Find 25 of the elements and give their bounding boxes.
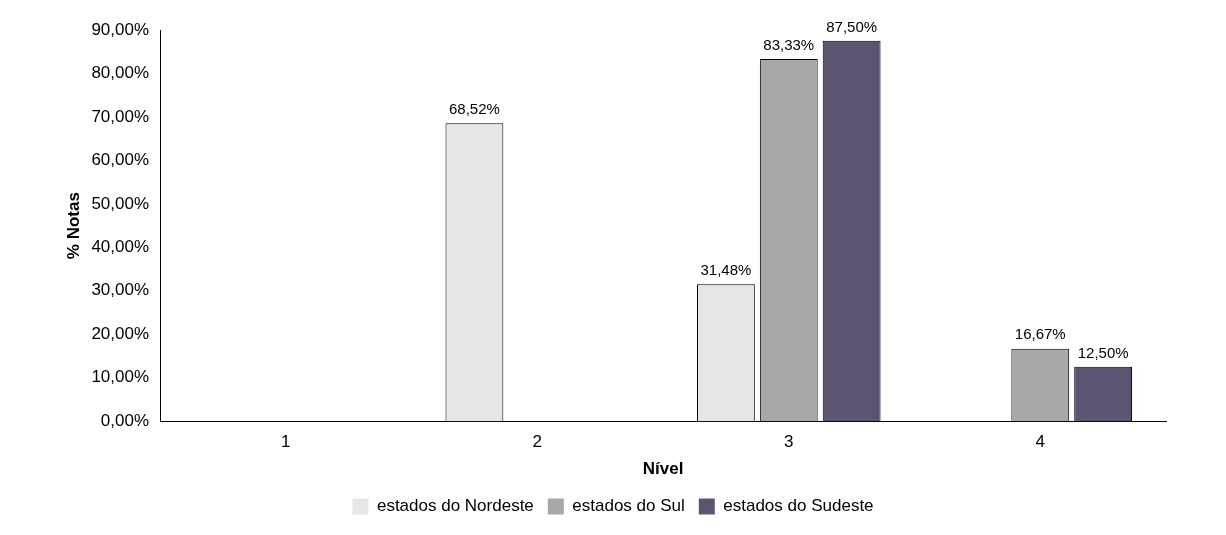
x-axis-title: Nível bbox=[642, 459, 684, 479]
data-label: 68,52% bbox=[448, 100, 500, 118]
data-label: 31,48% bbox=[700, 261, 752, 279]
legend-label: estados do Sul bbox=[572, 496, 685, 516]
y-tick-label: 60,00% bbox=[91, 150, 150, 170]
y-axis-title: % Notas bbox=[63, 192, 83, 260]
y-tick-label: 80,00% bbox=[91, 63, 150, 83]
x-tick-label: 3 bbox=[784, 432, 794, 452]
y-tick-label: 10,00% bbox=[91, 367, 150, 387]
data-label: 12,50% bbox=[1077, 343, 1129, 361]
x-tick-label: 4 bbox=[1035, 432, 1045, 452]
y-tick-label: 40,00% bbox=[91, 237, 150, 257]
legend-label: estados do Sudeste bbox=[723, 496, 874, 516]
data-label: 83,33% bbox=[763, 35, 815, 53]
y-tick-label: 50,00% bbox=[91, 193, 150, 213]
y-tick-label: 70,00% bbox=[91, 106, 150, 126]
y-tick-label: 20,00% bbox=[91, 323, 150, 343]
x-tick-label: 2 bbox=[532, 432, 543, 452]
legend-label: estados do Nordeste bbox=[376, 496, 534, 516]
y-tick-label: 30,00% bbox=[91, 280, 150, 300]
data-label: 16,67% bbox=[1014, 325, 1066, 343]
y-tick-label: 90,00% bbox=[91, 19, 150, 39]
y-tick-label: 0,00% bbox=[100, 410, 150, 430]
x-tick-label: 1 bbox=[281, 432, 291, 452]
data-label: 87,50% bbox=[826, 17, 878, 35]
